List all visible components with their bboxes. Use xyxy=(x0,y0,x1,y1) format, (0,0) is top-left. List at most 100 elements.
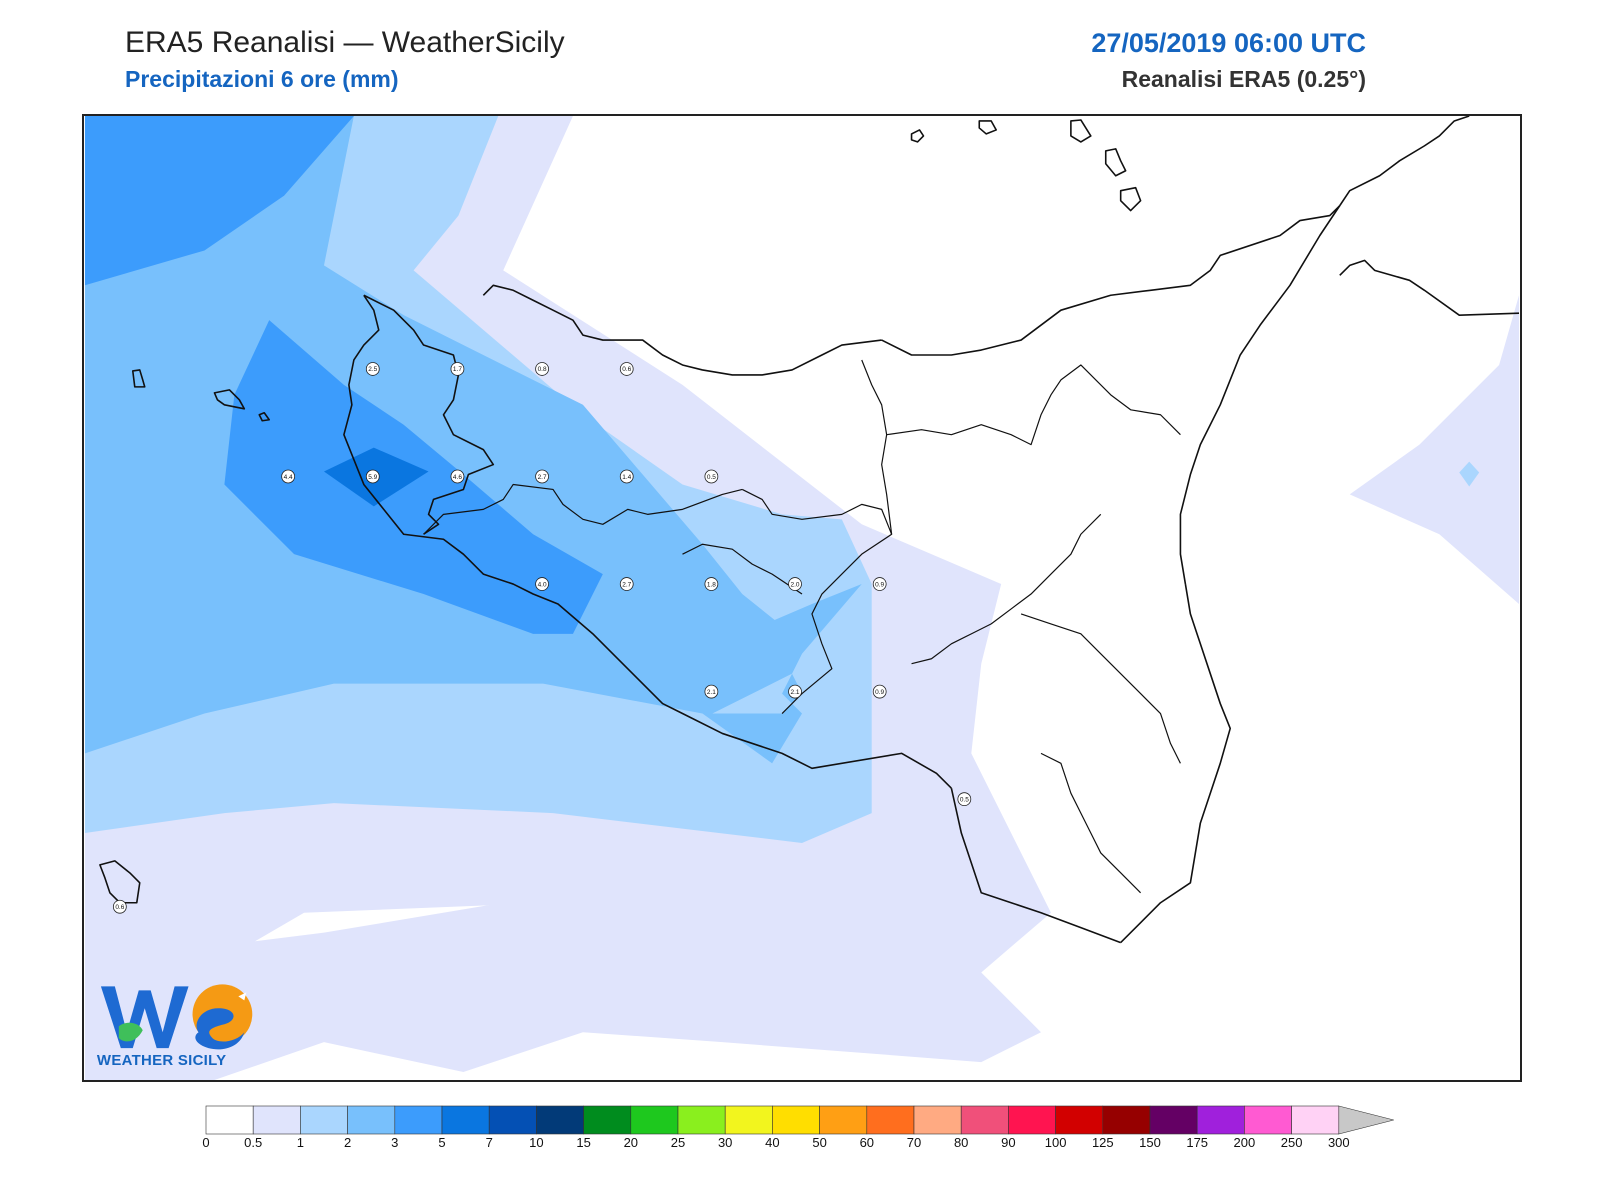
value-text: 0.5 xyxy=(707,474,716,481)
value-text: 4.6 xyxy=(453,474,462,481)
colorbar-tick-label: 15 xyxy=(576,1135,590,1150)
colorbar-tick-label: 150 xyxy=(1139,1135,1161,1150)
colorbar-svg: 0 0.5 1 2 3 5 7 10 15 20 25 30 40 50 60 70 80 90 100 125 150… xyxy=(202,1105,1394,1150)
colorbar-bin xyxy=(394,1105,443,1135)
colorbar-tick-label: 70 xyxy=(907,1135,921,1150)
valid-datetime: 27/05/2019 06:00 UTC xyxy=(1091,28,1366,58)
colorbar-bin xyxy=(441,1105,490,1135)
precip-area-0-5-south xyxy=(84,892,1042,1080)
colorbar-tick-label: 300 xyxy=(1328,1135,1350,1150)
colorbar-bin xyxy=(913,1105,962,1135)
grid-value-label: 0.6 xyxy=(619,362,634,376)
value-marker xyxy=(957,792,972,807)
colorbar-tick-label: 3 xyxy=(391,1135,398,1150)
value-marker xyxy=(535,469,549,484)
grid-value-label: 0.9 xyxy=(872,684,887,699)
precipitation-map[interactable]: 2.5 1.7 0.8 0.6 4.4 5.9 4.6 2.7 1.4 0.5 4.0 2.7 1.8 2… xyxy=(82,114,1522,1082)
colorbar-bin xyxy=(724,1105,773,1135)
colorbar-bin xyxy=(1196,1105,1245,1135)
precip-area-1-2-east xyxy=(1459,461,1480,487)
value-text: 1.7 xyxy=(453,366,462,373)
colorbar-bin xyxy=(536,1105,584,1135)
precipitation-colorbar: 0 0.5 1 2 3 5 7 10 15 20 25 30 40 50 60 70 80 90 100 125 150… xyxy=(202,1105,1394,1151)
value-text: 2.5 xyxy=(368,366,377,373)
value-text: 0.8 xyxy=(538,366,547,373)
value-marker xyxy=(704,577,719,591)
colorbar-tick-label: 5 xyxy=(438,1135,445,1150)
colorbar-extend-arrow xyxy=(1338,1105,1394,1135)
coastlines xyxy=(99,116,1520,944)
value-text: 0.6 xyxy=(115,904,124,911)
value-marker xyxy=(872,684,887,699)
value-text: 1.4 xyxy=(622,474,631,481)
value-marker xyxy=(788,577,802,591)
colorbar-tick-label: 250 xyxy=(1281,1135,1303,1150)
colorbar-bin xyxy=(1102,1105,1151,1135)
precip-area-2-3 xyxy=(84,116,862,764)
grid-value-label: 4.6 xyxy=(450,469,465,484)
grid-value-label: 1.8 xyxy=(704,577,719,591)
value-marker xyxy=(535,577,549,591)
grid-value-label: 0.5 xyxy=(957,792,972,807)
colorbar-bin xyxy=(205,1105,254,1135)
colorbar-tick-label: 125 xyxy=(1092,1135,1114,1150)
colorbar-bin xyxy=(772,1105,820,1135)
colorbar-bin xyxy=(252,1105,301,1135)
grid-value-label: 0.6 xyxy=(112,899,127,914)
colorbar-bin xyxy=(583,1105,632,1135)
colorbar-bin xyxy=(960,1105,1009,1135)
precip-area-3-5 xyxy=(84,116,354,286)
colorbar-tick-label: 25 xyxy=(671,1135,685,1150)
value-text: 0.9 xyxy=(875,581,884,588)
colorbar-tick-label: 60 xyxy=(860,1135,874,1150)
colorbar-tick-label: 20 xyxy=(624,1135,638,1150)
grid-value-label: 2.1 xyxy=(788,684,802,699)
value-text: 0.9 xyxy=(875,689,884,696)
grid-value-label: 1.4 xyxy=(619,469,634,484)
colorbar-tick-label: 30 xyxy=(718,1135,732,1150)
weathersicily-logo: WEATHER SICILY xyxy=(97,980,256,1070)
colorbar-tick-label: 80 xyxy=(954,1135,968,1150)
value-marker xyxy=(704,684,719,699)
value-marker xyxy=(365,469,380,484)
grid-value-label: 2.7 xyxy=(619,577,634,591)
map-title: ERA5 Reanalisi — WeatherSicily xyxy=(125,26,565,59)
colorbar-bin xyxy=(1291,1105,1340,1135)
precip-area-0-5-east xyxy=(1349,295,1520,604)
grid-value-label: 2.0 xyxy=(788,577,802,591)
value-text: 2.1 xyxy=(707,689,716,696)
colorbar-bin xyxy=(1008,1105,1056,1135)
colorbar-bin xyxy=(866,1105,915,1135)
colorbar-bin xyxy=(1244,1105,1292,1135)
colorbar-bin xyxy=(630,1105,679,1135)
data-source: Reanalisi ERA5 (0.25°) xyxy=(1121,66,1366,92)
logo-text: WEATHER SICILY xyxy=(96,1052,227,1070)
precipitation-fields xyxy=(84,116,1520,1080)
value-marker xyxy=(535,362,549,376)
value-marker xyxy=(112,899,127,914)
colorbar-bin xyxy=(1149,1105,1198,1135)
value-marker xyxy=(619,577,634,591)
colorbar-tick-label: 200 xyxy=(1234,1135,1256,1150)
colorbar-bin xyxy=(677,1105,726,1135)
value-marker xyxy=(619,362,634,376)
grid-value-label: 5.9 xyxy=(365,469,380,484)
grid-value-label: 0.9 xyxy=(872,577,887,591)
value-text: 2.1 xyxy=(791,689,800,696)
value-text: 4.4 xyxy=(284,474,293,481)
value-text: 2.0 xyxy=(791,581,800,588)
value-marker xyxy=(704,469,719,484)
colorbar-bin xyxy=(819,1105,868,1135)
map-subtitle: Precipitazioni 6 ore (mm) xyxy=(125,66,399,92)
value-marker xyxy=(281,469,296,484)
colorbar-bin xyxy=(347,1105,396,1135)
map-canvas: 2.5 1.7 0.8 0.6 4.4 5.9 4.6 2.7 1.4 0.5 4.0 2.7 1.8 2… xyxy=(84,116,1520,1080)
grid-value-label: 0.5 xyxy=(704,469,719,484)
grid-value-label: 4.0 xyxy=(535,577,549,591)
colorbar-tick-label: 40 xyxy=(765,1135,779,1150)
colorbar-tick-label: 1 xyxy=(297,1135,304,1150)
value-text: 1.8 xyxy=(707,581,716,588)
value-marker xyxy=(365,362,380,376)
grid-value-label: 2.7 xyxy=(535,469,549,484)
value-marker xyxy=(450,362,465,376)
